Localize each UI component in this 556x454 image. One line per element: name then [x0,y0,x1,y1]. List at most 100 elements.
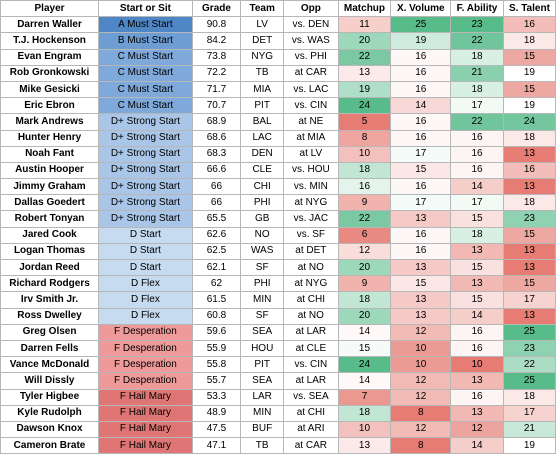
start-or-sit-cell[interactable]: C Must Start [98,64,193,82]
grade-cell[interactable]: 66 [191,178,242,196]
team-cell[interactable]: PIT [240,97,285,115]
grade-cell[interactable]: 90.8 [191,16,242,34]
f-ability-cell[interactable]: 15 [450,210,504,228]
f-ability-cell[interactable]: 21 [450,64,504,82]
team-cell[interactable]: CHI [240,178,285,196]
start-or-sit-cell[interactable]: D Flex [98,291,193,309]
f-ability-cell[interactable]: 14 [450,178,504,196]
x-volume-cell[interactable]: 16 [390,242,452,261]
header-team[interactable]: Team [240,0,285,18]
start-or-sit-cell[interactable]: D Start [98,258,193,277]
x-volume-cell[interactable]: 14 [390,97,452,115]
x-volume-cell[interactable]: 12 [390,420,452,439]
opponent-cell[interactable]: vs. PHI [283,48,339,66]
start-or-sit-cell[interactable]: F Desperation [98,356,193,374]
start-or-sit-cell[interactable]: A Must Start [98,16,193,34]
x-volume-cell[interactable]: 12 [390,372,452,390]
x-volume-cell[interactable]: 12 [390,323,452,341]
player-name-cell[interactable]: Dallas Goedert [0,194,100,212]
s-talent-cell[interactable]: 22 [502,356,556,374]
f-ability-cell[interactable]: 15 [450,258,504,277]
x-volume-cell[interactable]: 8 [390,404,452,422]
player-name-cell[interactable]: Irv Smith Jr. [0,291,100,309]
team-cell[interactable]: NYG [240,48,285,66]
matchup-rank-cell[interactable]: 19 [337,80,392,99]
player-name-cell[interactable]: Jared Cook [0,226,100,244]
s-talent-cell[interactable]: 16 [502,16,556,34]
player-name-cell[interactable]: Logan Thomas [0,242,100,261]
matchup-rank-cell[interactable]: 8 [337,129,392,147]
x-volume-cell[interactable]: 13 [390,291,452,309]
player-name-cell[interactable]: Darren Waller [0,16,100,34]
s-talent-cell[interactable]: 23 [502,339,556,358]
start-or-sit-cell[interactable]: D Flex [98,275,193,293]
player-name-cell[interactable]: Tyler Higbee [0,388,100,406]
header-matchup[interactable]: Matchup [337,0,392,18]
player-name-cell[interactable]: Will Dissly [0,372,100,390]
start-or-sit-cell[interactable]: F Hail Mary [98,404,193,422]
team-cell[interactable]: MIN [240,404,285,422]
team-cell[interactable]: LAC [240,129,285,147]
f-ability-cell[interactable]: 13 [450,275,504,293]
team-cell[interactable]: TB [240,64,285,82]
player-name-cell[interactable]: Cameron Brate [0,437,100,454]
s-talent-cell[interactable]: 21 [502,420,556,439]
matchup-rank-cell[interactable]: 20 [337,258,392,277]
s-talent-cell[interactable]: 15 [502,275,556,293]
opponent-cell[interactable]: vs. DEN [283,16,339,34]
opponent-cell[interactable]: at CLE [283,339,339,358]
team-cell[interactable]: SF [240,307,285,325]
opponent-cell[interactable]: at NYG [283,275,339,293]
start-or-sit-cell[interactable]: F Desperation [98,372,193,390]
player-name-cell[interactable]: T.J. Hockenson [0,32,100,50]
grade-cell[interactable]: 53.3 [191,388,242,406]
opponent-cell[interactable]: at NE [283,113,339,131]
start-or-sit-cell[interactable]: D Start [98,226,193,244]
f-ability-cell[interactable]: 16 [450,161,504,180]
team-cell[interactable]: TB [240,437,285,454]
f-ability-cell[interactable]: 17 [450,194,504,212]
team-cell[interactable]: SEA [240,323,285,341]
f-ability-cell[interactable]: 18 [450,226,504,244]
grade-cell[interactable]: 66 [191,194,242,212]
s-talent-cell[interactable]: 17 [502,291,556,309]
x-volume-cell[interactable]: 17 [390,145,452,163]
start-or-sit-cell[interactable]: D+ Strong Start [98,194,193,212]
f-ability-cell[interactable]: 15 [450,291,504,309]
x-volume-cell[interactable]: 17 [390,194,452,212]
start-or-sit-cell[interactable]: F Hail Mary [98,437,193,454]
s-talent-cell[interactable]: 13 [502,307,556,325]
opponent-cell[interactable]: at ARI [283,420,339,439]
matchup-rank-cell[interactable]: 9 [337,194,392,212]
start-or-sit-cell[interactable]: C Must Start [98,48,193,66]
team-cell[interactable]: LV [240,16,285,34]
x-volume-cell[interactable]: 13 [390,258,452,277]
grade-cell[interactable]: 65.5 [191,210,242,228]
opponent-cell[interactable]: at MIA [283,129,339,147]
player-name-cell[interactable]: Rob Gronkowski [0,64,100,82]
x-volume-cell[interactable]: 16 [390,178,452,196]
player-name-cell[interactable]: Austin Hooper [0,161,100,180]
team-cell[interactable]: HOU [240,339,285,358]
header-x-volume[interactable]: X. Volume [390,0,452,18]
x-volume-cell[interactable]: 8 [390,437,452,454]
grade-cell[interactable]: 68.6 [191,129,242,147]
team-cell[interactable]: SEA [240,372,285,390]
start-or-sit-cell[interactable]: F Hail Mary [98,388,193,406]
s-talent-cell[interactable]: 25 [502,323,556,341]
start-or-sit-cell[interactable]: F Desperation [98,339,193,358]
start-or-sit-cell[interactable]: D+ Strong Start [98,113,193,131]
x-volume-cell[interactable]: 10 [390,339,452,358]
s-talent-cell[interactable]: 13 [502,178,556,196]
x-volume-cell[interactable]: 13 [390,210,452,228]
grade-cell[interactable]: 71.7 [191,80,242,99]
s-talent-cell[interactable]: 13 [502,145,556,163]
matchup-rank-cell[interactable]: 15 [337,339,392,358]
opponent-cell[interactable]: vs. SEA [283,388,339,406]
s-talent-cell[interactable]: 24 [502,113,556,131]
team-cell[interactable]: BAL [240,113,285,131]
s-talent-cell[interactable]: 18 [502,129,556,147]
opponent-cell[interactable]: at LAR [283,372,339,390]
grade-cell[interactable]: 62.5 [191,242,242,261]
team-cell[interactable]: CLE [240,161,285,180]
